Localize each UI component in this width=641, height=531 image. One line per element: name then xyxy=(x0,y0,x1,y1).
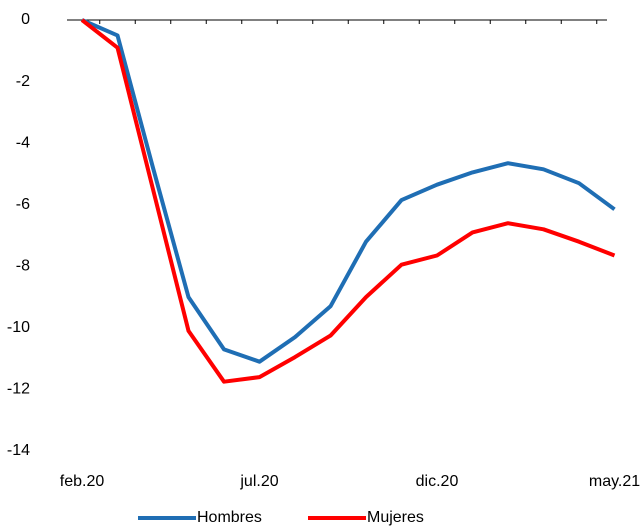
axes xyxy=(67,19,607,24)
y-tick-label: -14 xyxy=(7,442,30,459)
legend-item-hombres: Hombres xyxy=(138,509,262,526)
x-tick-label: may.21 xyxy=(589,473,640,490)
y-tick-label: -2 xyxy=(16,73,30,90)
x-tick-label: jul.20 xyxy=(239,473,278,490)
legend-item-mujeres: Mujeres xyxy=(308,509,424,526)
y-tick-label: -8 xyxy=(16,258,30,275)
y-tick-label: -10 xyxy=(7,319,30,336)
y-tick-label: 0 xyxy=(21,11,30,28)
y-tick-label: -4 xyxy=(16,134,30,151)
series-lines xyxy=(80,18,616,384)
series-line-mujeres xyxy=(80,18,616,384)
legend-label: Mujeres xyxy=(367,509,424,526)
x-axis-labels: feb.20 jul.20 dic.20 may.21 xyxy=(60,473,640,490)
y-tick-label: -6 xyxy=(16,196,30,213)
y-tick-label: -12 xyxy=(7,381,30,398)
x-tick-label: dic.20 xyxy=(416,473,459,490)
y-axis-labels: 0 -2 -4 -6 -8 -10 -12 -14 xyxy=(7,11,30,459)
x-tick-label: feb.20 xyxy=(60,473,105,490)
series-line-hombres xyxy=(81,18,616,364)
legend: Hombres Mujeres xyxy=(138,509,424,526)
legend-label: Hombres xyxy=(197,509,262,526)
